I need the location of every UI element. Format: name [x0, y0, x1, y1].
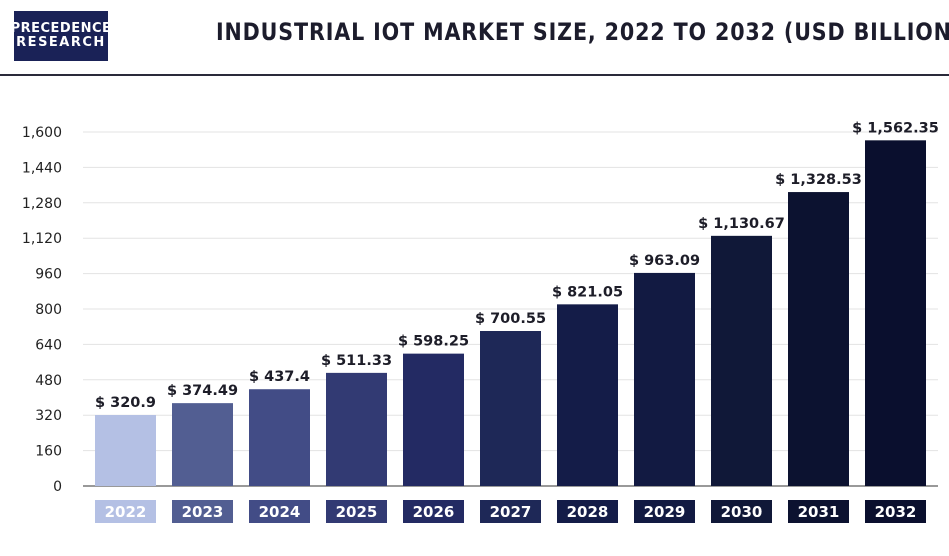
- category-label: 2029: [644, 503, 686, 521]
- y-tick-label: 640: [35, 337, 62, 353]
- category-box: [172, 500, 233, 523]
- bar-value-label: $ 1,328.53: [775, 172, 862, 188]
- y-tick-label: 0: [53, 479, 62, 495]
- bar-value-label: $ 700.55: [475, 311, 546, 327]
- bar: [557, 304, 618, 486]
- bars: [95, 140, 926, 486]
- category-box: [557, 500, 618, 523]
- bar: [326, 372, 387, 486]
- y-tick-label: 1,120: [22, 231, 62, 247]
- category-box: [865, 500, 926, 523]
- category-box: [634, 500, 695, 523]
- x-axis-categories: 2022 2023 2024 2025 2026 2027 2028 2029 2030 2031…: [95, 500, 926, 523]
- category-label: 2022: [105, 503, 147, 521]
- category-box: [403, 500, 464, 523]
- bar-value-label: $ 1,130.67: [698, 216, 785, 232]
- category-label: 2023: [182, 503, 224, 521]
- category-box: [788, 500, 849, 523]
- category-box: [711, 500, 772, 523]
- bar: [865, 140, 926, 486]
- y-axis-ticks: 0 160 320 480 640 800 960 1,120 1,280 1,440 1,600: [22, 125, 62, 495]
- logo-line-2: RESEARCH: [16, 35, 106, 50]
- y-tick-label: 1,280: [22, 196, 62, 212]
- chart-header: PRECEDENCE RESEARCH INDUSTRIAL IOT MARKE…: [0, 0, 949, 75]
- bar-value-label: $ 374.49: [167, 383, 238, 399]
- bar: [95, 415, 156, 486]
- y-tick-label: 800: [35, 302, 62, 318]
- value-labels: $ 320.9 $ 374.49 $ 437.4 $ 511.33 $ 598.25 $ …: [95, 120, 939, 411]
- bar-value-label: $ 320.9: [95, 395, 156, 411]
- category-label: 2030: [721, 503, 763, 521]
- y-tick-label: 480: [35, 373, 62, 389]
- bar: [788, 192, 849, 486]
- brand-logo: PRECEDENCE RESEARCH: [11, 11, 111, 61]
- bar-chart: 01603204806408009601,1201,2801,4401,600 …: [22, 120, 939, 523]
- category-label: 2026: [413, 503, 455, 521]
- category-label: 2025: [336, 503, 378, 521]
- bar: [634, 272, 695, 486]
- y-tick-label: 1,600: [22, 125, 62, 141]
- bar-value-label: $ 598.25: [398, 334, 469, 350]
- bar: [480, 331, 541, 486]
- bar-value-label: $ 437.4: [249, 369, 310, 385]
- category-box: [326, 500, 387, 523]
- category-label: 2032: [875, 503, 917, 521]
- category-label: 2027: [490, 503, 532, 521]
- chart-title: INDUSTRIAL IOT MARKET SIZE, 2022 TO 2032…: [216, 18, 949, 46]
- y-tick-label: 160: [35, 444, 62, 460]
- bar: [249, 389, 310, 486]
- bar: [172, 403, 233, 486]
- y-tick-label: 320: [35, 408, 62, 424]
- y-tick-label: 1,440: [22, 160, 62, 176]
- category-label: 2028: [567, 503, 609, 521]
- bar-value-label: $ 963.09: [629, 253, 700, 269]
- bar: [711, 235, 772, 486]
- category-box: [95, 500, 156, 523]
- category-box: [249, 500, 310, 523]
- header-divider: [0, 74, 949, 76]
- category-label: 2031: [798, 503, 840, 521]
- bar-value-label: $ 821.05: [552, 284, 623, 300]
- category-box: [480, 500, 541, 523]
- bar-value-label: $ 1,562.35: [852, 120, 939, 136]
- y-tick-label: 960: [35, 267, 62, 283]
- category-label: 2024: [259, 503, 301, 521]
- bar-value-label: $ 511.33: [321, 353, 392, 369]
- logo-line-1: PRECEDENCE: [10, 21, 112, 37]
- bar: [403, 353, 464, 486]
